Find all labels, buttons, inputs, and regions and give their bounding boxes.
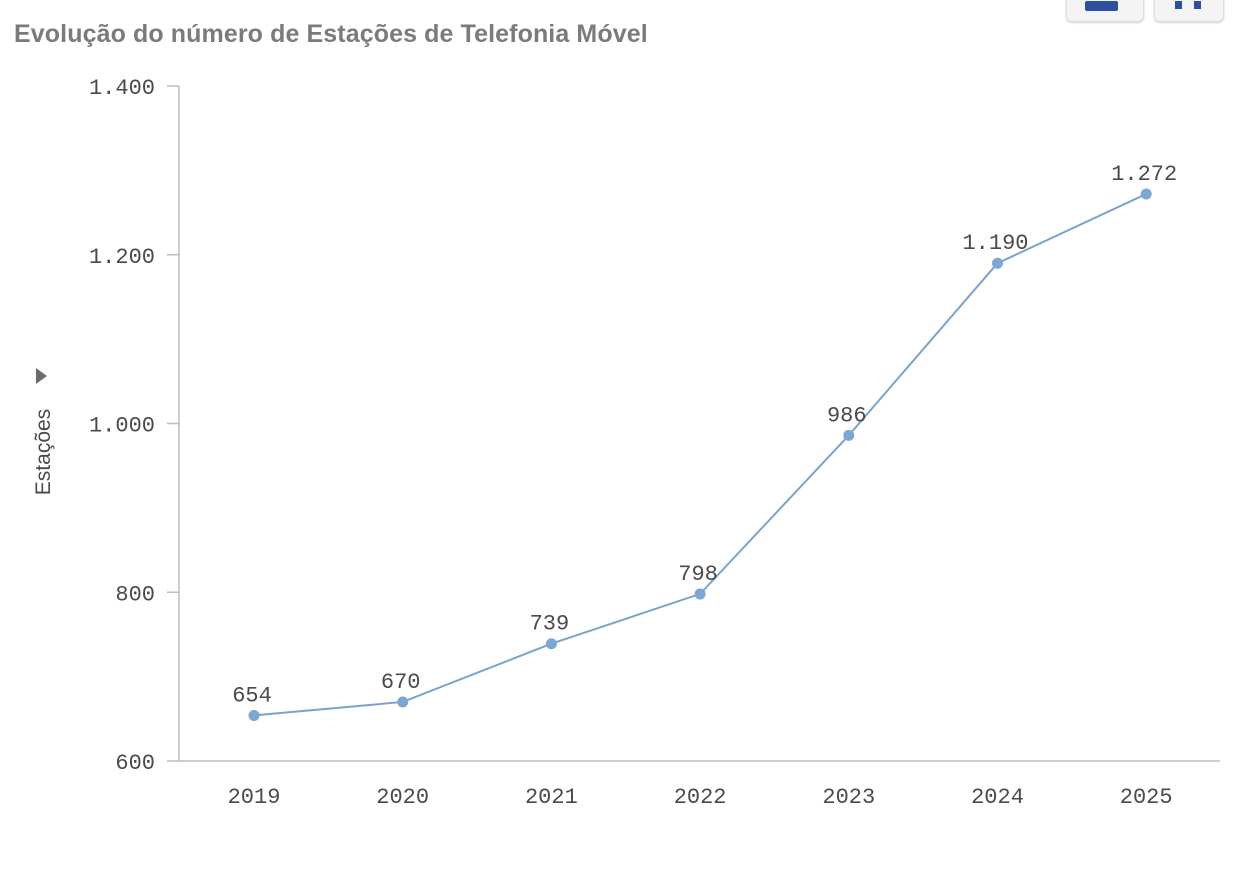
- chart-view-icon: [1175, 1, 1201, 9]
- chart-title: Evolução do número de Estações de Telefo…: [14, 20, 648, 48]
- data-label: 1.190: [962, 231, 1028, 256]
- data-label: 739: [530, 612, 570, 637]
- y-tick-label: 1.200: [89, 245, 155, 270]
- data-label: 654: [232, 683, 272, 708]
- data-point[interactable]: [694, 588, 706, 600]
- data-point[interactable]: [843, 429, 855, 441]
- x-tick-label: 2021: [525, 785, 578, 810]
- y-tick-label: 800: [115, 582, 155, 607]
- data-point[interactable]: [545, 638, 557, 650]
- data-label: 670: [381, 670, 421, 695]
- x-tick-label: 2019: [228, 785, 281, 810]
- series-line: [253, 193, 1147, 717]
- y-tick-label: 1.400: [89, 76, 155, 101]
- data-point[interactable]: [1140, 188, 1152, 200]
- x-tick-label: 2023: [822, 785, 875, 810]
- x-tick-label: 2025: [1120, 785, 1173, 810]
- data-label: 798: [678, 562, 718, 587]
- data-label: 986: [827, 403, 867, 428]
- chart-view-button[interactable]: [1154, 0, 1224, 22]
- y-tick-label: 600: [115, 751, 155, 776]
- y-tick-label: 1.000: [89, 414, 155, 439]
- table-view-icon: [1085, 1, 1118, 11]
- data-point[interactable]: [248, 709, 260, 721]
- x-tick-label: 2020: [376, 785, 429, 810]
- expand-arrow-icon[interactable]: [36, 368, 47, 384]
- x-tick-label: 2022: [674, 785, 727, 810]
- data-point[interactable]: [397, 696, 409, 708]
- data-label: 1.272: [1111, 162, 1177, 187]
- data-point[interactable]: [992, 257, 1003, 269]
- table-view-button[interactable]: [1066, 0, 1144, 22]
- x-tick-label: 2024: [971, 785, 1024, 810]
